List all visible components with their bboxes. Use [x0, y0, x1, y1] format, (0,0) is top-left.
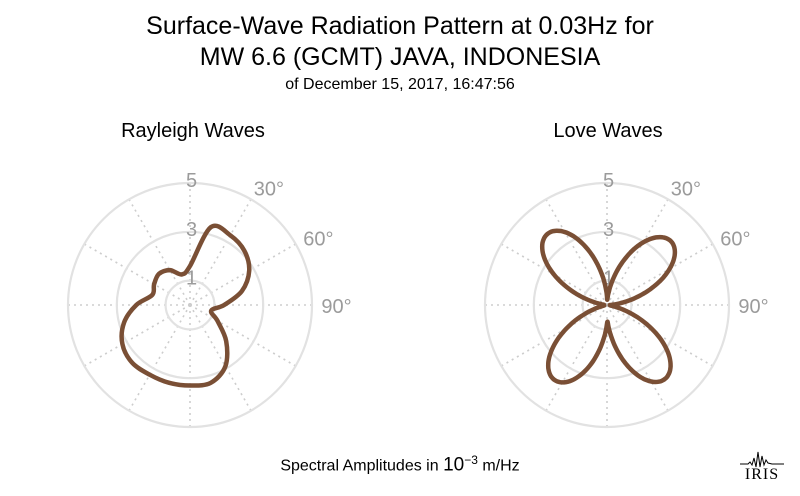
spoke-150: [606, 304, 669, 412]
spoke-210: [545, 304, 608, 412]
angle-tick-60: 60°: [720, 228, 750, 250]
spoke-240: [83, 304, 191, 367]
caption-exponent: −3: [464, 453, 478, 467]
rayleigh-pattern-curve: [119, 223, 252, 388]
spoke-150: [189, 304, 252, 412]
logo-wordmark: IRIS: [744, 466, 780, 483]
grid-circle-3: [532, 230, 682, 380]
angle-tick-30: 30°: [671, 179, 701, 201]
love-subplot-title: Love Waves: [553, 120, 663, 142]
love-pattern-curve: [539, 228, 678, 385]
angle-tick-30: 30°: [254, 179, 284, 201]
spoke-210: [128, 304, 191, 412]
rayleigh-subplot-title: Rayleigh Waves: [121, 120, 265, 142]
radial-tick-5: 5: [603, 170, 614, 192]
spoke-30: [606, 198, 669, 306]
amplitude-units-caption: Spectral Amplitudes in 10−3 m/Hz: [0, 453, 800, 476]
love-polar-plot: 1 3 5 30° 60° 90°: [483, 170, 769, 429]
angle-tick-90: 90°: [738, 296, 768, 318]
spoke-30: [189, 198, 252, 306]
spoke-240: [500, 304, 608, 367]
angle-tick-60: 60°: [303, 228, 333, 250]
iris-logo: IRIS: [738, 448, 786, 484]
spoke-60: [189, 243, 297, 306]
chart-subtitle-date: of December 15, 2017, 16:47:56: [285, 76, 515, 93]
rayleigh-polar-plot: 1 3 5 30° 60° 90°: [66, 170, 352, 429]
spoke-330: [545, 198, 608, 306]
chart-title-line-1: Surface-Wave Radiation Pattern at 0.03Hz…: [146, 12, 654, 40]
grid-circle-5: [66, 181, 314, 429]
caption-prefix: Spectral Amplitudes in: [280, 457, 444, 475]
radial-tick-1: 1: [603, 268, 614, 290]
spoke-60: [606, 243, 714, 306]
caption-base: 10: [443, 454, 465, 476]
grid-circle-5: [483, 181, 731, 429]
radial-tick-1: 1: [186, 268, 197, 290]
spoke-120: [189, 304, 297, 367]
spoke-300: [83, 243, 191, 306]
radial-tick-5: 5: [186, 170, 197, 192]
caption-unit: m/Hz: [477, 457, 520, 475]
radial-tick-3: 3: [186, 219, 197, 241]
radial-tick-3: 3: [603, 219, 614, 241]
chart-title-line-2: MW 6.6 (GCMT) JAVA, INDONESIA: [199, 43, 601, 71]
grid-circle-3: [115, 230, 265, 380]
spoke-330: [128, 198, 191, 306]
angle-tick-90: 90°: [321, 296, 351, 318]
grid-circle-1: [164, 279, 216, 331]
seismogram-logo-icon: [740, 451, 784, 468]
